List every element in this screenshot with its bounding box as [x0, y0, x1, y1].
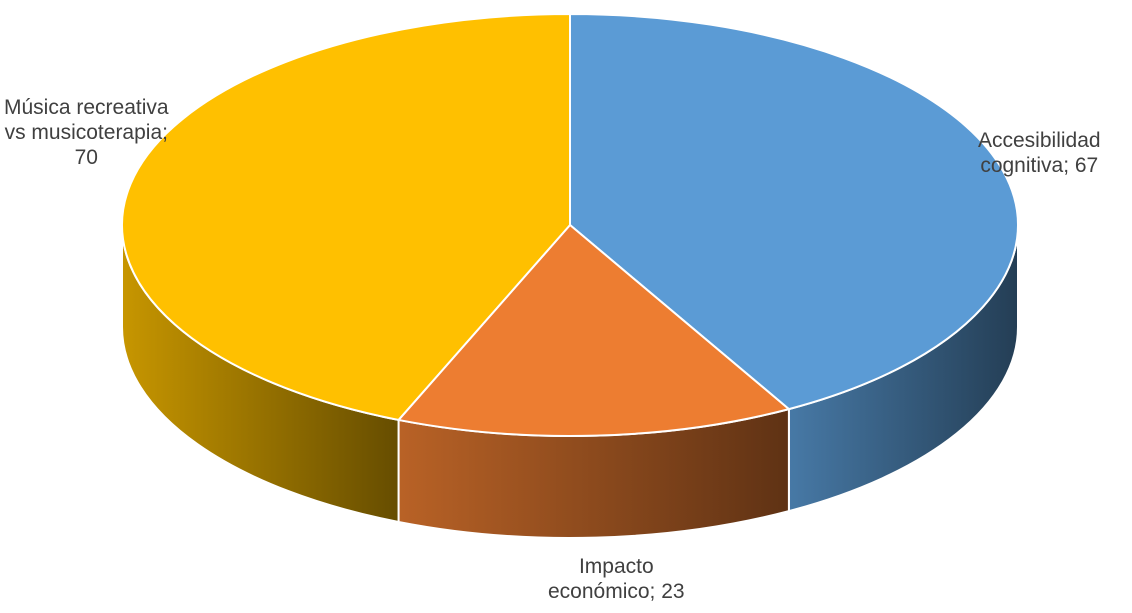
data-label-musica-recreativa: Música recreativa vs musicoterapia; 70: [4, 95, 169, 170]
label-line: cognitiva; 67: [980, 154, 1099, 177]
pie-slice-musica-recreativa-vs-musicoterapia: [120, 13, 571, 421]
label-line: 70: [74, 146, 98, 169]
pie-slice-accesibilidad-cognitiva: [569, 13, 1020, 411]
label-line: económico; 23: [548, 580, 685, 603]
label-line: Accesibilidad: [978, 129, 1101, 152]
pie-tops: [120, 13, 1020, 438]
pie-slice-impacto-economico: [397, 224, 790, 438]
data-label-impacto-economico: Impacto económico; 23: [548, 554, 685, 604]
data-label-accesibilidad-cognitiva: Accesibilidad cognitiva; 67: [978, 128, 1101, 178]
label-line: vs musicoterapia;: [4, 121, 168, 144]
label-line: Música recreativa: [4, 96, 169, 119]
label-line: Impacto: [578, 555, 654, 578]
pie-sides: [121, 224, 1019, 540]
